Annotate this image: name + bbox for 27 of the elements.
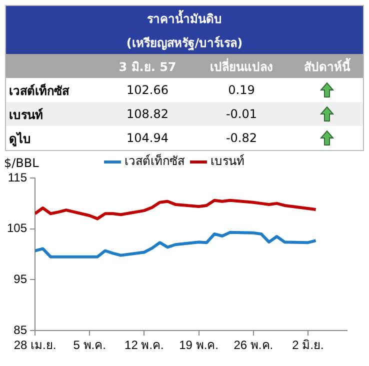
- text: 104.94: [126, 130, 170, 147]
- text: -0.01: [192, 102, 291, 126]
- legend-label: เบรนท์: [210, 154, 244, 168]
- text: เวสต์เท็กซัส: [8, 82, 70, 100]
- text: เบรนท์: [6, 102, 103, 126]
- legend-label: เวสต์เท็กซัส: [124, 153, 186, 168]
- y-axis-title: $/BBL: [4, 156, 40, 170]
- text: -0.82: [224, 130, 258, 147]
- x-tick-label: 5 พ.ค.: [73, 338, 106, 352]
- y-tick-label: 115: [8, 170, 28, 184]
- text: สัปดาห์นี้: [290, 54, 363, 78]
- y-tick-label: 95: [14, 272, 28, 286]
- text: (เหรียญสหรัฐ/บาร์เรล): [6, 30, 363, 54]
- text: 102.66: [126, 82, 170, 99]
- y-tick-label: 105: [6, 221, 28, 236]
- text: เปลี่ยนแปลง: [192, 54, 291, 78]
- text: 108.82: [102, 102, 192, 126]
- text: 0.19: [227, 82, 256, 99]
- text: ราคาน้ำมันดิบ: [6, 6, 363, 30]
- x-tick-label: 19 พ.ค.: [179, 338, 218, 352]
- text: ดูไบ: [8, 130, 32, 148]
- x-tick-label: 2 มิ.ย.: [292, 338, 324, 352]
- x-tick-label: 28 เม.ย.: [14, 338, 56, 352]
- x-tick-label: 26 พ.ค.: [234, 338, 274, 352]
- x-tick-label: 12 พ.ค.: [124, 338, 164, 352]
- y-tick-label: 85: [14, 322, 28, 337]
- text: 3 มิ.ย. 57: [102, 54, 192, 78]
